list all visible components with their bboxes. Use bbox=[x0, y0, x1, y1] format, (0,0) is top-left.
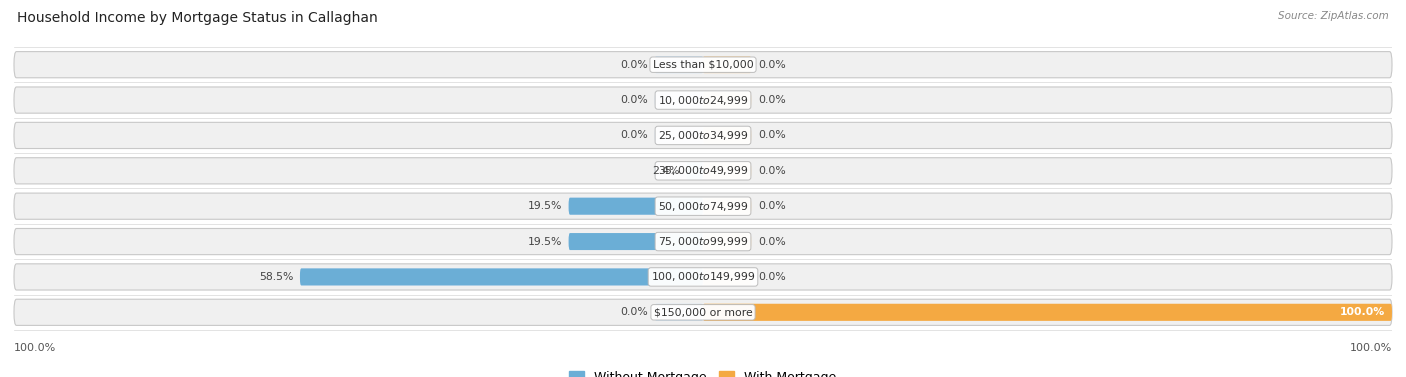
FancyBboxPatch shape bbox=[703, 56, 751, 73]
Text: $75,000 to $99,999: $75,000 to $99,999 bbox=[658, 235, 748, 248]
FancyBboxPatch shape bbox=[568, 233, 703, 250]
Text: 19.5%: 19.5% bbox=[527, 201, 562, 211]
FancyBboxPatch shape bbox=[703, 127, 751, 144]
Text: $150,000 or more: $150,000 or more bbox=[654, 307, 752, 317]
FancyBboxPatch shape bbox=[299, 268, 703, 285]
FancyBboxPatch shape bbox=[703, 268, 751, 285]
Text: $10,000 to $24,999: $10,000 to $24,999 bbox=[658, 93, 748, 107]
Text: 58.5%: 58.5% bbox=[259, 272, 292, 282]
FancyBboxPatch shape bbox=[14, 158, 1392, 184]
Text: Less than $10,000: Less than $10,000 bbox=[652, 60, 754, 70]
Text: 0.0%: 0.0% bbox=[758, 201, 786, 211]
FancyBboxPatch shape bbox=[703, 162, 751, 179]
FancyBboxPatch shape bbox=[14, 228, 1392, 254]
FancyBboxPatch shape bbox=[299, 268, 703, 285]
Legend: Without Mortgage, With Mortgage: Without Mortgage, With Mortgage bbox=[564, 366, 842, 377]
FancyBboxPatch shape bbox=[655, 162, 703, 179]
Text: Source: ZipAtlas.com: Source: ZipAtlas.com bbox=[1278, 11, 1389, 21]
FancyBboxPatch shape bbox=[686, 162, 703, 179]
Text: $35,000 to $49,999: $35,000 to $49,999 bbox=[658, 164, 748, 177]
FancyBboxPatch shape bbox=[655, 304, 703, 321]
FancyBboxPatch shape bbox=[703, 92, 751, 109]
Text: 100.0%: 100.0% bbox=[14, 343, 56, 353]
FancyBboxPatch shape bbox=[655, 56, 703, 73]
FancyBboxPatch shape bbox=[14, 123, 1392, 149]
FancyBboxPatch shape bbox=[14, 299, 1392, 325]
FancyBboxPatch shape bbox=[14, 193, 1392, 219]
Text: 0.0%: 0.0% bbox=[758, 95, 786, 105]
Text: 0.0%: 0.0% bbox=[620, 307, 648, 317]
Text: $100,000 to $149,999: $100,000 to $149,999 bbox=[651, 270, 755, 284]
Text: 0.0%: 0.0% bbox=[758, 60, 786, 70]
FancyBboxPatch shape bbox=[14, 52, 1392, 78]
Text: $50,000 to $74,999: $50,000 to $74,999 bbox=[658, 200, 748, 213]
Text: 100.0%: 100.0% bbox=[1340, 307, 1385, 317]
FancyBboxPatch shape bbox=[703, 233, 751, 250]
Text: 0.0%: 0.0% bbox=[758, 272, 786, 282]
FancyBboxPatch shape bbox=[655, 92, 703, 109]
FancyBboxPatch shape bbox=[14, 264, 1392, 290]
Text: 0.0%: 0.0% bbox=[620, 60, 648, 70]
FancyBboxPatch shape bbox=[703, 198, 751, 215]
Text: 100.0%: 100.0% bbox=[1350, 343, 1392, 353]
Text: 0.0%: 0.0% bbox=[620, 95, 648, 105]
FancyBboxPatch shape bbox=[568, 198, 703, 215]
FancyBboxPatch shape bbox=[568, 233, 703, 250]
Text: 0.0%: 0.0% bbox=[758, 236, 786, 247]
FancyBboxPatch shape bbox=[568, 198, 703, 215]
Text: 0.0%: 0.0% bbox=[620, 130, 648, 141]
Text: $25,000 to $34,999: $25,000 to $34,999 bbox=[658, 129, 748, 142]
Text: 0.0%: 0.0% bbox=[758, 130, 786, 141]
FancyBboxPatch shape bbox=[703, 304, 1392, 321]
Text: Household Income by Mortgage Status in Callaghan: Household Income by Mortgage Status in C… bbox=[17, 11, 378, 25]
Text: 0.0%: 0.0% bbox=[758, 166, 786, 176]
Text: 2.4%: 2.4% bbox=[652, 166, 679, 176]
FancyBboxPatch shape bbox=[655, 127, 703, 144]
FancyBboxPatch shape bbox=[703, 304, 1392, 321]
FancyBboxPatch shape bbox=[14, 87, 1392, 113]
Text: 19.5%: 19.5% bbox=[527, 236, 562, 247]
